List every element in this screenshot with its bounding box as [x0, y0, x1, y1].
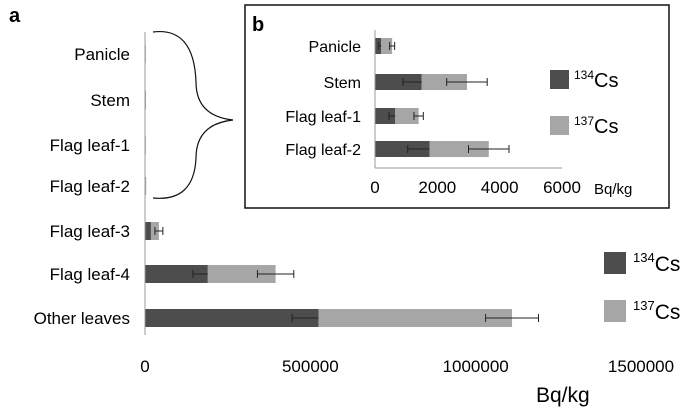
b-x-tick-label: 4000 [481, 178, 519, 197]
a-bar-137cs [145, 177, 147, 195]
legend-b-swatch-137cs [550, 116, 569, 135]
legend-b-swatch-134cs [550, 70, 569, 89]
legend-a-label-137cs: 137Cs [633, 298, 680, 324]
a-bar-134cs [145, 222, 151, 240]
a-x-tick-label: 1000000 [443, 357, 509, 376]
panel-a-x-unit: Bq/kg [536, 384, 590, 407]
panel-b-bars [375, 38, 510, 157]
a-category-label: Flag leaf-3 [50, 222, 130, 241]
b-category-label: Flag leaf-2 [285, 142, 361, 159]
b-bar-137cs [395, 108, 419, 124]
b-bar-134cs [375, 108, 396, 124]
a-bar-134cs [145, 309, 319, 327]
b-bar-134cs [375, 141, 430, 157]
panel-a-category-labels: Panicle Stem Flag leaf-1 Flag leaf-2 Flag le… [34, 45, 130, 328]
a-bar-134cs [145, 265, 208, 283]
a-category-label: Flag leaf-2 [50, 177, 130, 196]
legend-b-label-134cs: 134Cs [574, 68, 618, 92]
b-category-label: Flag leaf-1 [285, 109, 361, 126]
b-bar-137cs [429, 141, 489, 157]
panel-a-bars [145, 45, 539, 327]
a-x-tick-label: 0 [140, 357, 149, 376]
legend-a-swatch-134cs [604, 252, 626, 274]
legend-a-label-134cs: 134Cs [633, 250, 680, 276]
panel-label-a: a [9, 5, 21, 27]
b-category-label: Panicle [309, 39, 362, 56]
panel-b-x-unit: Bq/kg [594, 181, 632, 198]
a-category-label: Stem [90, 91, 130, 110]
b-category-label: Stem [324, 75, 361, 92]
a-bar-137cs [318, 309, 513, 327]
panel-b-category-labels: Panicle Stem Flag leaf-1 Flag leaf-2 [285, 39, 361, 159]
a-category-label: Other leaves [34, 309, 130, 328]
a-bar-137cs [207, 265, 276, 283]
a-bar-137cs [145, 91, 147, 109]
inset-frame [244, 4, 670, 209]
brace-connector [152, 31, 234, 199]
b-x-tick-label: 2000 [418, 178, 456, 197]
b-bar-137cs [421, 74, 467, 90]
panel-b-x-ticks: 0 2000 4000 6000 [370, 178, 581, 197]
b-x-tick-label: 0 [370, 178, 379, 197]
b-bar-134cs [375, 74, 422, 90]
a-x-tick-label: 1500000 [608, 357, 674, 376]
b-bar-137cs [381, 38, 393, 54]
a-category-label: Flag leaf-1 [50, 136, 130, 155]
legend-a-swatch-137cs [604, 300, 626, 322]
a-category-label: Flag leaf-4 [50, 265, 130, 284]
a-x-tick-label: 500000 [282, 357, 339, 376]
panel-a-x-ticks: 0 500000 1000000 1500000 [140, 357, 674, 376]
panel-label-b: b [252, 14, 264, 36]
legend-b-label-137cs: 137Cs [574, 114, 618, 138]
b-x-tick-label: 6000 [543, 178, 581, 197]
b-bar-134cs [375, 38, 382, 54]
a-category-label: Panicle [74, 45, 130, 64]
